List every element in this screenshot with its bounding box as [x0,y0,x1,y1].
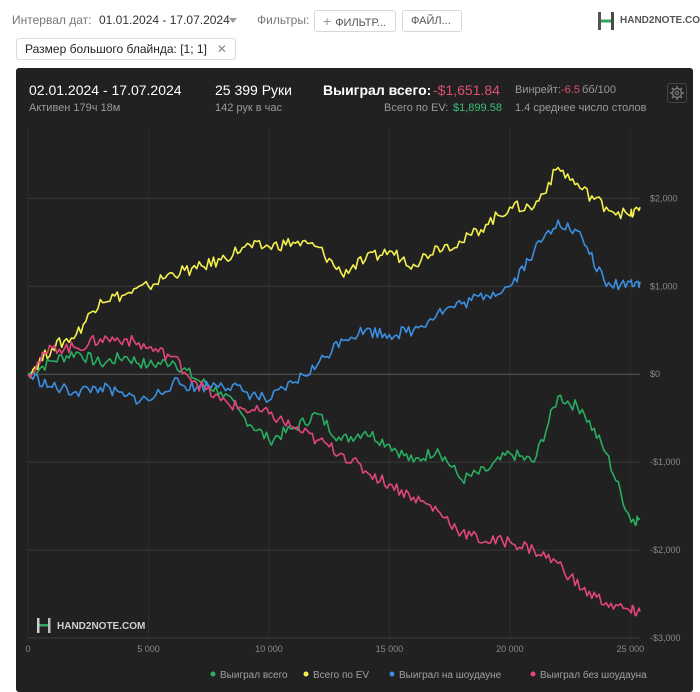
x-tick-label: 10 000 [255,644,283,654]
date-interval-dropdown[interactable]: 01.01.2024 - 17.07.2024 [99,13,230,27]
close-icon[interactable]: ✕ [216,42,227,56]
brand-name: HAND2NOTE.COM [620,15,700,26]
winrate-label: Винрейт: [515,84,562,96]
date-interval-label: Интервал дат: [12,13,92,27]
legend-label[interactable]: Выиграл всего [220,670,288,681]
gear-icon [670,86,684,100]
series-line [27,166,641,379]
hand2note-watermark-icon [37,618,51,633]
summary-hands: 25 399 Руки [215,82,292,98]
won-total-value: -$1,651.84 [433,82,500,98]
legend-label[interactable]: Всего по EV [313,670,369,681]
chevron-down-icon[interactable] [229,18,237,23]
file-button-label: ФАЙЛ... [411,15,451,27]
legend-marker [210,671,216,677]
plus-icon: + [323,13,332,29]
filter-chip[interactable]: Размер большого блайнда: [1; 1] ✕ [16,38,236,60]
legend-marker [530,671,536,677]
x-tick-label: 20 000 [496,644,524,654]
y-tick-label: $1,000 [650,281,678,291]
x-tick-label: 15 000 [376,644,404,654]
settings-button[interactable] [667,83,687,103]
y-tick-label: -$2,000 [650,545,681,555]
x-tick-label: 25 000 [617,644,645,654]
filter-button[interactable]: + ФИЛЬТР... [314,10,396,32]
summary-active-time: Активен 179ч 18м [29,102,121,114]
legend-label[interactable]: Выиграл без шоудауна [540,669,647,681]
won-total-label: Выиграл всего: [323,82,432,98]
hand2note-logo-icon [598,12,614,30]
watermark-brand-name: HAND2NOTE.COM [57,621,145,632]
y-tick-label: $2,000 [650,193,678,203]
filters-label: Фильтры: [257,13,310,27]
summary-date-range: 02.01.2024 - 17.07.2024 [29,82,182,98]
winrate-unit: бб/100 [582,84,617,96]
filter-bar: Интервал дат: 01.01.2024 - 17.07.2024 Фи… [0,0,700,68]
legend-label[interactable]: Выиграл на шоудауне [399,670,502,681]
series-line [27,351,641,526]
series-line [27,334,641,617]
series-line [27,219,641,405]
filter-chip-label: Размер большого блайнда: [1; 1] [25,42,207,56]
x-tick-label: 5 000 [137,644,160,654]
tables-average: 1.4 среднее число столов [515,102,647,114]
y-tick-label: -$3,000 [650,633,681,643]
y-tick-label: -$1,000 [650,457,681,467]
chart-panel: 02.01.2024 - 17.07.2024 Активен 179ч 18м… [16,68,693,692]
ev-value: $1,899.58 [453,102,502,114]
file-button[interactable]: ФАЙЛ... [402,10,462,32]
legend-marker [389,671,395,677]
winrate-value: -6.5 [561,84,580,96]
ev-label: Всего по EV: [384,102,449,114]
summary-hands-per-hour: 142 рук в час [215,102,283,114]
filter-button-label: ФИЛЬТР... [335,17,386,29]
x-tick-label: 0 [25,644,30,654]
legend-marker [303,671,309,677]
y-tick-label: $0 [650,369,660,379]
profit-chart: $2,000 $1,000 $0 -$1,000 -$2,000 -$3,000 0 5 0… [25,128,681,681]
